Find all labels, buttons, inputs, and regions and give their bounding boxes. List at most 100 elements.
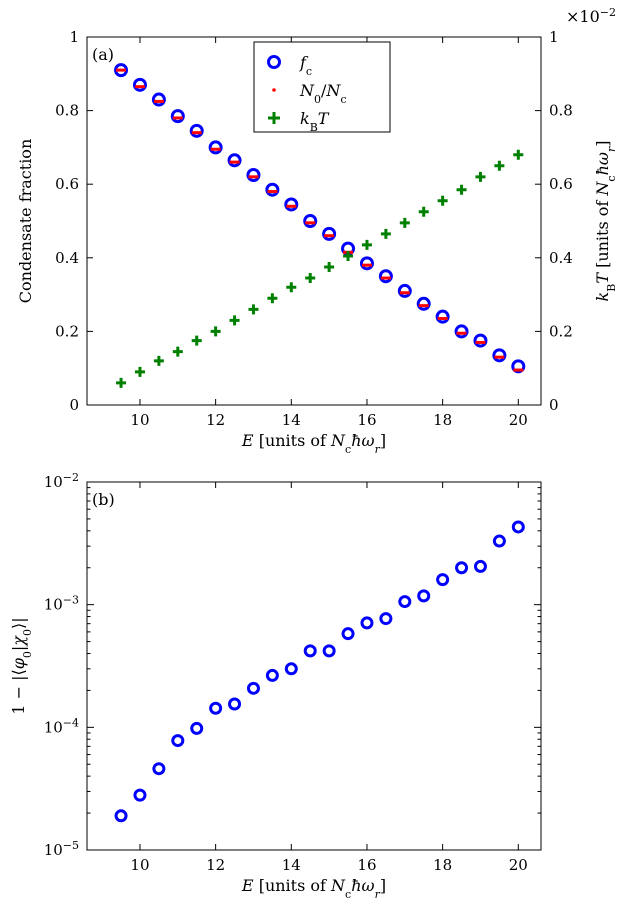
point-fc [208,140,223,155]
point-n0nc [513,368,524,372]
x-tick-label: 20 [509,856,528,874]
point-overlap [398,595,412,609]
point-n0nc [418,304,429,308]
legend-label-fc: fc [299,53,312,78]
point-kbt [248,304,259,315]
point-kbt [343,250,354,261]
point-overlap [284,662,298,676]
legend-marker-fc [267,55,281,69]
x-tick-label: 16 [357,856,376,874]
y-tick-label: 0.4 [55,249,79,267]
point-overlap [322,644,336,658]
point-overlap [455,561,469,575]
point-kbt [380,228,391,239]
point-fc [473,333,488,348]
point-fc [170,109,185,124]
point-kbt [418,206,429,217]
point-kbt [116,377,127,388]
point-n0nc [324,234,335,238]
point-fc [416,296,431,311]
x-tick-label: 20 [509,411,528,429]
y-tick-label: 0.6 [55,175,79,193]
point-kbt [210,326,221,337]
panel-b-label: (b) [92,490,115,509]
point-n0nc [305,221,316,225]
point-kbt [324,262,335,272]
point-n0nc [267,190,278,194]
point-kbt [229,315,240,326]
point-overlap [265,668,279,682]
point-n0nc [361,263,372,267]
panel-a-y2-multiplier: ×10−2 [566,6,616,27]
point-kbt [172,346,183,357]
point-fc [227,153,242,168]
point-fc [303,214,318,228]
y2-tick-label: 0 [549,396,559,414]
panel-a-y-axis-label: Condensate fraction [16,139,35,303]
point-n0nc [248,175,259,179]
point-kbt [286,282,297,293]
point-n0nc [210,147,221,151]
point-n0nc [172,116,183,120]
point-n0nc [286,204,297,208]
panel-a-marks [114,63,526,388]
point-kbt [399,217,410,228]
y-tick-label: 1 [69,28,79,46]
point-overlap [133,788,147,802]
panel-b-marks [114,520,525,823]
point-n0nc [116,68,127,72]
point-fc [397,283,412,298]
panel-a-legend: fc N0/Nc kBT [253,41,391,134]
point-n0nc [475,340,486,344]
panel-a-label: (a) [92,45,114,64]
point-fc [189,123,204,138]
point-overlap [171,734,185,748]
point-kbt [494,160,505,171]
legend-marker-n0nc [272,88,276,92]
x-tick-label: 18 [433,411,452,429]
point-overlap [360,616,374,630]
point-overlap [341,627,355,641]
y-tick-label: 10−3 [44,593,79,614]
x-tick-label: 10 [130,856,149,874]
point-fc [132,77,147,92]
point-fc [359,256,374,271]
y-tick-label: 0 [69,396,79,414]
point-fc [284,197,299,212]
point-fc [151,92,166,107]
point-overlap [228,697,242,711]
panel-a-plot-frame [86,36,542,406]
point-kbt [134,366,145,377]
point-kbt [513,149,524,160]
x-tick-label: 12 [206,411,225,429]
panel-b-x-axis-label: E [units of Ncħωr] [241,876,386,900]
point-n0nc [380,276,391,280]
panel-b: 10 12 14 16 18 20 10−5 10−4 10−3 10−2 (b) E [uni… [9,471,542,900]
x-tick-label: 16 [357,411,376,429]
y-tick-label: 10−5 [44,839,79,860]
point-overlap [492,534,506,548]
point-fc [322,226,337,241]
y-tick-label: 0.2 [55,322,79,340]
legend-marker-kbt [268,112,280,124]
point-overlap [379,612,393,626]
point-overlap [114,809,128,823]
point-fc [492,348,507,363]
panel-a: 10 12 14 16 18 20 0 0.2 0.4 0.6 0.8 1 0 0.2 0.4 0.6 0.… [16,6,618,456]
x-tick-label: 14 [282,856,301,874]
x-tick-label: 10 [130,411,149,429]
panel-b-plot-frame [86,481,542,851]
point-overlap [436,573,450,587]
panel-b-x-ticks: 10 12 14 16 18 20 [130,482,528,874]
y-tick-label: 0.8 [55,102,79,120]
panel-b-y-ticks: 10−5 10−4 10−3 10−2 [44,471,541,860]
point-kbt [361,239,372,250]
point-overlap [209,701,223,715]
point-kbt [456,184,467,195]
panel-b-y-axis-label: 1 − |⟨φ0|χ0⟩| [9,617,34,714]
panel-a-x-axis-label: E [units of Ncħωr] [241,431,386,456]
y-tick-label: 10−4 [44,716,79,737]
point-kbt [437,195,448,206]
point-kbt [305,273,316,284]
